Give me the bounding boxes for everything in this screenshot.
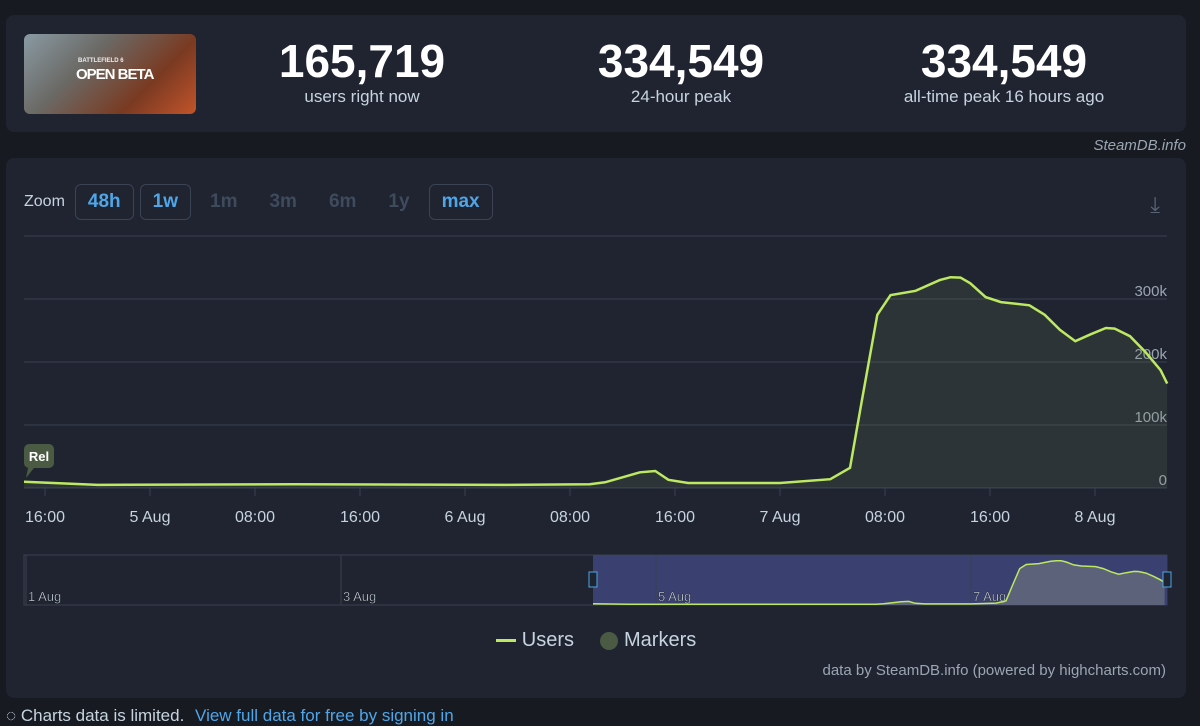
release-marker[interactable]: Rel bbox=[24, 444, 54, 478]
steamdb-credit[interactable]: SteamDB.info bbox=[1093, 137, 1186, 154]
legend-label: Users bbox=[522, 629, 574, 652]
info-spinner-icon: ◌ bbox=[6, 706, 16, 725]
x-tick-label: 6 Aug bbox=[445, 509, 486, 526]
navigator-tick-label: 1 Aug bbox=[28, 589, 61, 604]
y-tick-label: 300k bbox=[1134, 283, 1167, 300]
legend-item-users[interactable]: Users bbox=[496, 629, 574, 652]
x-tick-label: 8 Aug bbox=[1075, 509, 1116, 526]
stat-label: all-time peak 16 hours ago bbox=[854, 87, 1154, 107]
notice-text: Charts data is limited. bbox=[21, 706, 184, 725]
marker-label: Rel bbox=[29, 449, 49, 464]
chart-panel: Zoom 48h 1w 1m 3m 6m 1y max ⤓ 0100k200k3… bbox=[6, 158, 1186, 698]
users-area bbox=[24, 277, 1167, 488]
stat-label: users right now bbox=[212, 87, 512, 107]
x-tick-label: 16:00 bbox=[655, 509, 695, 526]
stat-all-time-peak: 334,549 all-time peak 16 hours ago bbox=[854, 37, 1154, 107]
thumbnail-text-top: BATTLEFIELD 6 bbox=[78, 58, 124, 64]
x-tick-label: 16:00 bbox=[25, 509, 65, 526]
x-tick-label: 08:00 bbox=[865, 509, 905, 526]
navigator-handle-right[interactable] bbox=[1163, 572, 1171, 587]
navigator-tick-label: 5 Aug bbox=[658, 589, 691, 604]
legend-item-markers[interactable]: Markers bbox=[600, 629, 696, 652]
x-tick-label: 5 Aug bbox=[130, 509, 171, 526]
stat-value: 165,719 bbox=[212, 37, 512, 85]
x-tick-label: 08:00 bbox=[235, 509, 275, 526]
thumbnail-text-main: OPEN BETA bbox=[76, 66, 153, 83]
x-tick-label: 08:00 bbox=[550, 509, 590, 526]
stats-panel: BATTLEFIELD 6 OPEN BETA 165,719 users ri… bbox=[6, 15, 1186, 132]
stat-value: 334,549 bbox=[531, 37, 831, 85]
x-tick-label: 16:00 bbox=[340, 509, 380, 526]
stat-24h-peak: 334,549 24-hour peak bbox=[531, 37, 831, 107]
stat-value: 334,549 bbox=[854, 37, 1154, 85]
x-tick-label: 16:00 bbox=[970, 509, 1010, 526]
dot-swatch-icon bbox=[600, 632, 618, 650]
sign-in-link[interactable]: View full data for free by signing in bbox=[195, 706, 454, 725]
line-swatch-icon bbox=[496, 639, 516, 642]
footer-notice: ◌ Charts data is limited. View full data… bbox=[6, 706, 454, 726]
chart-legend: Users Markers bbox=[6, 629, 1186, 652]
game-thumbnail[interactable]: BATTLEFIELD 6 OPEN BETA bbox=[24, 34, 196, 114]
stat-label: 24-hour peak bbox=[531, 87, 831, 107]
x-tick-label: 7 Aug bbox=[760, 509, 801, 526]
chart-credit[interactable]: data by SteamDB.info (powered by highcha… bbox=[823, 662, 1167, 679]
stat-current-users: 165,719 users right now bbox=[212, 37, 512, 107]
legend-label: Markers bbox=[624, 629, 696, 652]
navigator-tick-label: 3 Aug bbox=[343, 589, 376, 604]
navigator-handle-left[interactable] bbox=[589, 572, 597, 587]
